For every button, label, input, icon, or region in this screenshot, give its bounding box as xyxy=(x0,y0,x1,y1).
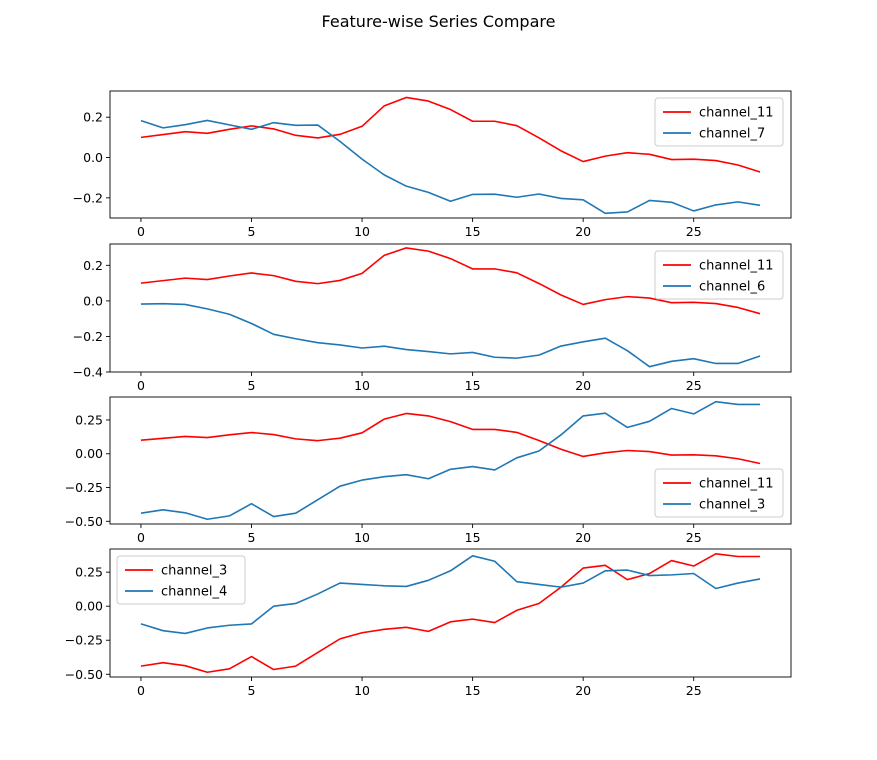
x-tick-label: 10 xyxy=(354,224,370,239)
subplot-stack: 0 5 10 15 20 250.20.0−0.2channel_11channel_70… xyxy=(65,90,792,698)
x-tick-label: 5 xyxy=(248,378,256,393)
x-tick-label: 15 xyxy=(465,378,481,393)
subplot-2: 0 5 10 15 20 250.20.0−0.2−0.4channel_11channe… xyxy=(73,243,792,393)
legend-label: channel_7 xyxy=(699,127,765,142)
legend-label: channel_6 xyxy=(699,280,765,295)
y-tick-label: 0.2 xyxy=(83,258,103,273)
x-tick-label: 0 xyxy=(137,378,145,393)
y-tick-label: 0.25 xyxy=(75,565,103,580)
x-tick-label: 10 xyxy=(354,530,370,545)
legend-label: channel_11 xyxy=(699,106,773,121)
legend-label: channel_3 xyxy=(161,564,227,579)
legend: channel_11 channel_3 xyxy=(654,468,784,518)
legend: channel_11 channel_6 xyxy=(654,250,784,300)
y-tick-label: 0.2 xyxy=(83,110,103,125)
y-tick-label: 0.00 xyxy=(75,599,103,614)
legend: channel_11 channel_7 xyxy=(654,97,784,147)
x-tick-label: 0 xyxy=(137,224,145,239)
x-tick-label: 25 xyxy=(686,530,702,545)
x-tick-label: 5 xyxy=(248,683,256,698)
series-line-channel_7 xyxy=(140,119,761,215)
legend-label: channel_3 xyxy=(699,498,765,513)
legend-label: channel_4 xyxy=(161,585,227,600)
y-tick-label: 0.0 xyxy=(83,293,103,308)
series-line-channel_6 xyxy=(140,302,761,368)
axes-frame xyxy=(109,548,792,678)
legend-box xyxy=(654,468,784,518)
x-tick-label: 25 xyxy=(686,683,702,698)
series-line-channel_3 xyxy=(140,400,761,521)
x-tick-label: 25 xyxy=(686,378,702,393)
legend-label: channel_11 xyxy=(699,259,773,274)
x-tick-label: 20 xyxy=(575,224,591,239)
subplot-4: 0 5 10 15 20 250.250.00−0.25−0.50channel_3cha… xyxy=(65,548,792,698)
x-tick-label: 20 xyxy=(575,378,591,393)
y-tick-label: 0.0 xyxy=(83,150,103,165)
x-tick-label: 15 xyxy=(465,224,481,239)
legend-label: channel_11 xyxy=(699,477,773,492)
axes-frame xyxy=(109,243,792,373)
series-line-channel_4 xyxy=(140,555,761,635)
x-tick-label: 10 xyxy=(354,378,370,393)
legend-box xyxy=(654,97,784,147)
x-tick-label: 5 xyxy=(248,530,256,545)
y-tick-label: −0.50 xyxy=(65,514,103,529)
y-tick-label: 0.00 xyxy=(75,446,103,461)
legend: channel_3 channel_4 xyxy=(116,555,246,605)
subplot-3: 0 5 10 15 20 250.250.00−0.25−0.50channel_11ch… xyxy=(65,396,792,545)
y-tick-label: −0.50 xyxy=(65,667,103,682)
x-tick-label: 10 xyxy=(354,683,370,698)
x-tick-label: 0 xyxy=(137,683,145,698)
figure-title: Feature-wise Series Compare xyxy=(322,12,556,31)
x-tick-label: 15 xyxy=(465,530,481,545)
subplot-1: 0 5 10 15 20 25 0.2 0.0 −0.2 channel_11 channel_7 xyxy=(73,90,792,239)
series-line-channel_11 xyxy=(140,247,761,315)
y-tick-label: −0.2 xyxy=(73,190,103,205)
y-tick-label: −0.25 xyxy=(65,633,103,648)
x-tick-label: 20 xyxy=(575,683,591,698)
series-line-channel_3 xyxy=(140,552,761,674)
x-tick-label: 5 xyxy=(248,224,256,239)
legend-box xyxy=(116,555,246,605)
y-tick-label: −0.2 xyxy=(73,329,103,344)
legend-box xyxy=(654,250,784,300)
axes-frame xyxy=(109,90,792,219)
y-tick-label: −0.25 xyxy=(65,480,103,495)
y-tick-label: −0.4 xyxy=(73,365,103,380)
series-line-channel_11 xyxy=(140,412,761,465)
x-tick-label: 0 xyxy=(137,530,145,545)
x-tick-label: 25 xyxy=(686,224,702,239)
y-tick-label: 0.25 xyxy=(75,412,103,427)
x-tick-label: 15 xyxy=(465,683,481,698)
x-tick-label: 20 xyxy=(575,530,591,545)
axes-frame xyxy=(109,396,792,525)
